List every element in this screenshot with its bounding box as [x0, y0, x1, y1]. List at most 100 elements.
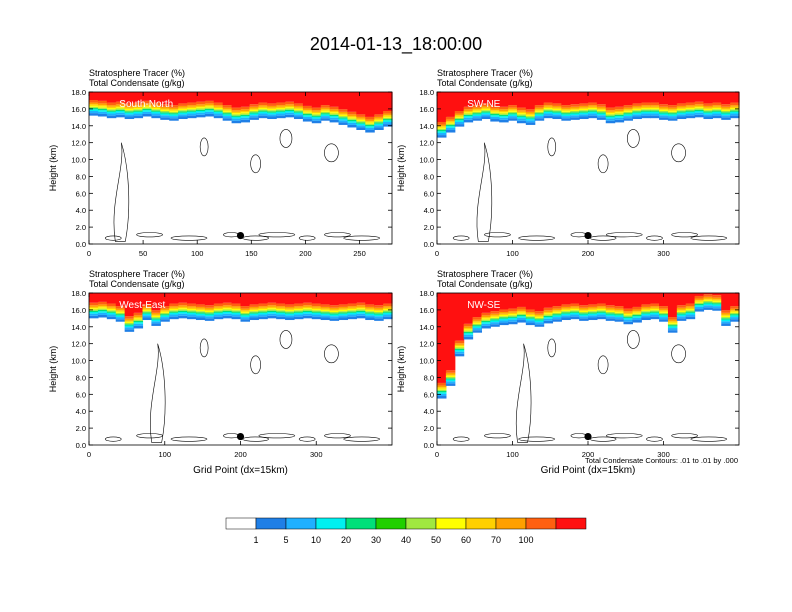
tracer-cell — [730, 102, 740, 106]
tracer-cell — [258, 111, 268, 114]
contour-ring — [170, 436, 208, 442]
tracer-cell — [115, 315, 126, 318]
tracer-cell — [730, 108, 740, 110]
tracer-cell — [356, 122, 366, 124]
tracer-cell — [561, 105, 571, 108]
tracer-cell — [320, 306, 331, 309]
tracer-cell — [374, 116, 384, 119]
tracer-cell — [472, 111, 483, 114]
tracer-cell — [195, 105, 206, 108]
tracer-cell — [641, 309, 651, 312]
tracer-cell — [320, 304, 331, 307]
tracer-cell — [293, 306, 304, 308]
tracer-cell — [187, 307, 197, 310]
plot-frame — [88, 91, 393, 245]
tracer-cell — [187, 314, 197, 317]
contour-ring — [298, 235, 316, 241]
colorbar-label: 40 — [401, 535, 411, 545]
tracer-cell — [142, 308, 152, 310]
tracer-cell — [133, 319, 144, 321]
tracer-cell — [676, 112, 687, 115]
colorbar-label: 5 — [283, 535, 288, 545]
tracer-cell — [169, 92, 179, 106]
colorbar-swatch — [495, 517, 527, 530]
tracer-cell — [285, 306, 295, 309]
x-tick-label: 100 — [506, 450, 519, 459]
tracer-cell — [605, 310, 616, 312]
tracer-cell — [605, 111, 616, 114]
tracer-cell — [383, 116, 393, 118]
tracer-cell — [347, 303, 357, 307]
tracer-cell — [445, 383, 456, 386]
tracer-cell — [187, 311, 197, 313]
tracer-cell — [667, 109, 678, 111]
tracer-cell — [667, 328, 678, 331]
tracer-cell — [508, 118, 518, 121]
tracer-cell — [106, 306, 117, 308]
tracer-cell — [667, 111, 678, 114]
tracer-cell — [463, 328, 474, 330]
tracer-cell — [730, 306, 740, 309]
tracer-cell — [169, 114, 179, 117]
tracer-cell — [579, 310, 589, 312]
tracer-cell — [204, 318, 215, 321]
tracer-cell — [437, 393, 447, 397]
tracer-cell — [437, 92, 447, 122]
tracer-cell — [338, 312, 349, 314]
tracer-cell — [267, 107, 277, 109]
tracer-cell — [579, 105, 589, 108]
tracer-cell — [685, 102, 696, 106]
tracer-cell — [588, 108, 598, 110]
tracer-cell — [267, 111, 277, 113]
tracer-cell — [730, 308, 740, 311]
tracer-cell — [632, 311, 642, 313]
tracer-cell — [383, 310, 393, 312]
tracer-cell — [195, 308, 206, 310]
condensate-contours — [452, 330, 728, 443]
tracer-cell — [694, 108, 705, 110]
tracer-cell — [614, 319, 625, 322]
tracer-cell — [374, 92, 384, 115]
tracer-cell — [311, 310, 322, 312]
tracer-cell — [365, 317, 375, 321]
colorbar-swatch — [525, 517, 557, 530]
tracer-cell — [570, 307, 580, 310]
tracer-cell — [499, 314, 509, 317]
tracer-cell — [89, 293, 99, 303]
tracer-cell — [685, 310, 696, 312]
tracer-cell — [356, 114, 366, 117]
tracer-cell — [516, 120, 527, 124]
tracer-cell — [276, 307, 286, 310]
tracer-cell — [293, 110, 304, 112]
tracer-cell — [472, 113, 483, 115]
tracer-cell — [534, 320, 545, 323]
tracer-cell — [463, 111, 474, 113]
contour-ring — [170, 235, 208, 241]
tracer-cell — [160, 111, 170, 113]
tracer-cell — [463, 336, 474, 340]
contour-ring — [646, 436, 663, 442]
tracer-cell — [249, 112, 259, 114]
contour-ring — [258, 433, 296, 439]
contour-ring — [452, 235, 470, 241]
tracer-cell — [490, 112, 500, 114]
tracer-cell — [97, 306, 108, 308]
location-dot — [236, 432, 245, 441]
tracer-cell — [685, 92, 696, 103]
tracer-cell — [659, 308, 669, 311]
tracer-cell — [499, 318, 509, 321]
tracer-cell — [97, 103, 108, 106]
tracer-cell — [534, 324, 545, 327]
tracer-cell — [454, 348, 465, 350]
chart-panel-1: Stratosphere Tracer (%)Total Condensate … — [48, 68, 393, 258]
tracer-cell — [588, 102, 598, 106]
y-tick-label: 16.0 — [419, 306, 434, 315]
tracer-cell — [463, 116, 474, 118]
tracer-cell — [552, 315, 562, 318]
tracer-cell — [133, 110, 144, 112]
contour-ring — [324, 433, 351, 439]
tracer-cell — [204, 309, 215, 311]
panels: Stratosphere Tracer (%)Total Condensate … — [48, 68, 740, 476]
tracer-cell — [222, 312, 233, 314]
tracer-cell — [667, 114, 678, 117]
